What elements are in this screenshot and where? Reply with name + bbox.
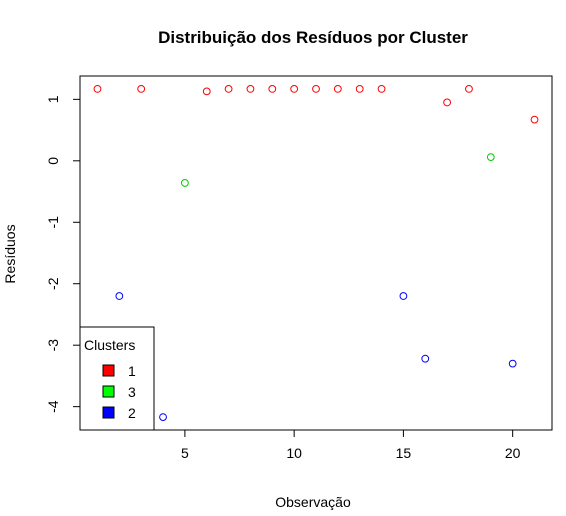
data-point xyxy=(290,85,299,93)
legend-label: 2 xyxy=(128,405,136,421)
data-point xyxy=(159,413,167,421)
x-tick-label: 20 xyxy=(505,445,521,461)
data-point xyxy=(355,85,364,93)
chart-title: Distribuição dos Resíduos por Cluster xyxy=(158,28,468,47)
data-point xyxy=(312,85,320,93)
data-point xyxy=(137,85,146,93)
y-axis-label: Resíduos xyxy=(2,224,18,283)
legend-entries: 1 3 2 xyxy=(102,363,136,421)
data-point xyxy=(486,153,495,162)
data-point xyxy=(443,98,452,107)
legend-swatch xyxy=(102,364,115,377)
x-axis-label: Observação xyxy=(275,494,351,510)
data-point xyxy=(224,85,233,93)
data-point xyxy=(530,115,539,124)
x-tick-label: 15 xyxy=(396,445,412,461)
data-point xyxy=(399,292,408,300)
legend-swatch xyxy=(102,406,115,419)
legend-title: Clusters xyxy=(84,337,135,353)
y-tick-label: -1 xyxy=(45,216,61,229)
data-point xyxy=(333,85,342,93)
data-point xyxy=(465,85,473,93)
legend-label: 1 xyxy=(128,363,136,379)
y-tick-label: 1 xyxy=(45,95,61,103)
data-point xyxy=(246,85,255,93)
y-tick-label: 0 xyxy=(45,157,61,165)
data-point xyxy=(268,85,277,93)
legend-swatch xyxy=(102,385,115,398)
y-tick-label: -3 xyxy=(45,339,61,352)
legend: Clusters 1 3 2 xyxy=(79,326,155,431)
data-point xyxy=(377,85,386,93)
x-axis: 5 10 15 20 xyxy=(181,430,521,461)
data-point xyxy=(93,85,102,93)
y-axis: -4 -3 -2 -1 0 1 xyxy=(45,95,80,413)
data-point xyxy=(180,179,189,187)
data-point xyxy=(421,354,430,363)
data-point xyxy=(202,87,211,96)
y-tick-label: -4 xyxy=(45,400,61,413)
legend-box xyxy=(79,326,155,431)
data-point xyxy=(508,359,517,368)
data-points xyxy=(93,85,539,421)
plot-frame xyxy=(79,75,553,431)
x-tick-label: 5 xyxy=(181,445,189,461)
y-tick-label: -2 xyxy=(45,277,61,290)
legend-label: 3 xyxy=(128,384,136,400)
x-tick-label: 10 xyxy=(286,445,302,461)
data-point xyxy=(115,292,124,300)
